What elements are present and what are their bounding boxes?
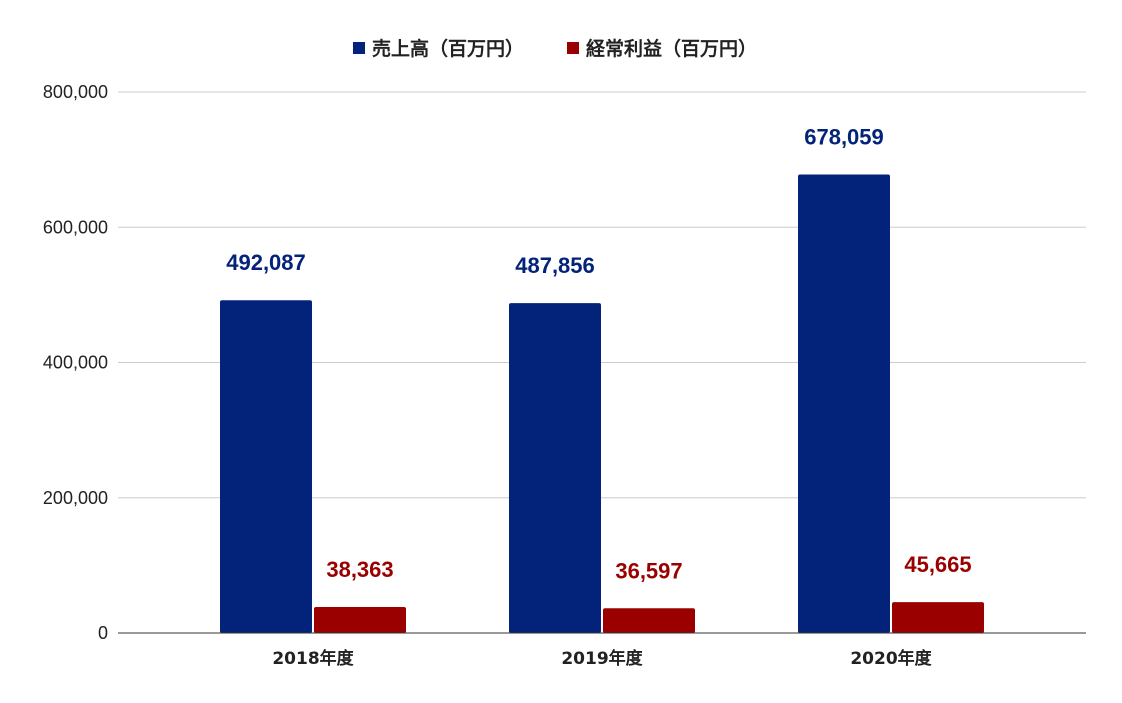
y-tick-label-0: 0 bbox=[98, 623, 108, 643]
data-label-2-2018年度: 38,363 bbox=[326, 557, 393, 582]
y-tick-label-2: 400,000 bbox=[43, 353, 108, 373]
x-tick-label-2019年度: 2019年度 bbox=[561, 648, 643, 669]
bars bbox=[220, 174, 984, 634]
y-axis-tick-labels: 0 200,000 400,000 600,000 800,000 bbox=[43, 82, 108, 643]
bar-1-2018年度 bbox=[220, 300, 312, 633]
data-label-2-2019年度: 36,597 bbox=[615, 558, 682, 583]
bar-2-2020年度 bbox=[892, 602, 984, 633]
legend-swatch-1 bbox=[353, 42, 365, 54]
data-label-1-2020年度: 678,059 bbox=[804, 124, 884, 149]
x-tick-label-2018年度: 2018年度 bbox=[272, 648, 354, 669]
data-labels: 492,087 38,363 487,856 36,597 678,059 45,665 bbox=[226, 124, 971, 583]
bar-2-2018年度 bbox=[314, 607, 406, 633]
bar-2-2019年度 bbox=[603, 608, 695, 633]
legend: 売上高（百万円） 経常利益（百万円） bbox=[353, 37, 757, 60]
bar-1-2020年度 bbox=[798, 174, 890, 634]
legend-label-1: 売上高（百万円） bbox=[372, 37, 524, 60]
bar-1-2019年度 bbox=[509, 303, 601, 633]
y-tick-label-4: 800,000 bbox=[43, 82, 108, 102]
y-tick-label-1: 200,000 bbox=[43, 488, 108, 508]
y-tick-label-3: 600,000 bbox=[43, 217, 108, 237]
data-label-2-2020年度: 45,665 bbox=[904, 552, 971, 577]
data-label-1-2019年度: 487,856 bbox=[515, 253, 595, 278]
x-tick-label-2020年度: 2020年度 bbox=[850, 648, 932, 669]
legend-label-2: 経常利益（百万円） bbox=[586, 37, 757, 60]
x-axis-category-labels: 2018年度 2019年度 2020年度 bbox=[272, 648, 932, 669]
legend-swatch-2 bbox=[567, 42, 579, 54]
data-label-1-2018年度: 492,087 bbox=[226, 250, 306, 275]
